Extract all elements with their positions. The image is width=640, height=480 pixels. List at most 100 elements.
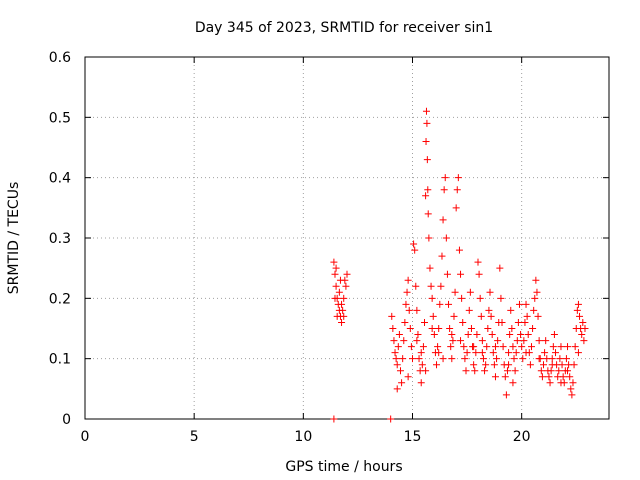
data-point (428, 325, 436, 332)
data-point (342, 282, 350, 290)
data-point (488, 331, 496, 339)
data-point (434, 343, 442, 351)
data-point (457, 337, 465, 345)
data-point (437, 282, 445, 290)
data-point (533, 288, 541, 296)
data-point (424, 210, 432, 218)
data-point (535, 355, 543, 363)
data-point (440, 186, 448, 194)
data-point (558, 361, 566, 369)
data-point (506, 331, 514, 339)
data-point (550, 331, 558, 339)
data-point (390, 337, 398, 345)
data-point (331, 270, 339, 278)
data-point (496, 264, 504, 272)
data-point (531, 294, 539, 302)
data-point (392, 355, 400, 363)
data-point (479, 355, 487, 363)
data-point (423, 119, 431, 127)
data-point (422, 192, 430, 200)
data-point (532, 276, 540, 284)
data-point (574, 300, 582, 308)
data-point (486, 288, 494, 296)
data-point (439, 355, 447, 363)
data-point (407, 343, 415, 351)
data-point (460, 343, 468, 351)
data-point (426, 264, 434, 272)
data-point (415, 355, 423, 363)
data-point (473, 331, 481, 339)
data-point (522, 300, 530, 308)
x-tick-label: 5 (190, 429, 199, 445)
data-point (502, 391, 510, 399)
data-point (338, 300, 346, 308)
data-point (441, 174, 449, 182)
y-tick-label: 0.2 (49, 291, 71, 307)
data-point (424, 186, 432, 194)
data-point (427, 282, 435, 290)
x-tick-label: 0 (81, 429, 90, 445)
data-point (478, 337, 486, 345)
data-point (489, 349, 497, 357)
data-point (421, 318, 429, 326)
data-point (463, 349, 471, 357)
data-point (524, 331, 532, 339)
data-point (522, 349, 530, 357)
y-tick-label: 0 (62, 412, 71, 428)
data-point (498, 318, 506, 326)
data-point (448, 331, 456, 339)
data-point (523, 312, 531, 320)
data-point (450, 312, 458, 320)
data-point (422, 107, 430, 115)
data-point (412, 282, 420, 290)
data-point (422, 137, 430, 145)
data-point (454, 174, 462, 182)
data-point (481, 367, 489, 375)
data-point (403, 288, 411, 296)
data-point (439, 216, 447, 224)
data-point (491, 343, 499, 351)
data-point (409, 355, 416, 363)
data-point (474, 258, 482, 266)
data-point (410, 240, 418, 248)
data-point (574, 349, 582, 357)
data-point (393, 385, 401, 393)
data-point (425, 234, 433, 242)
x-tick-label: 20 (513, 429, 531, 445)
data-point (546, 379, 554, 387)
data-point (459, 318, 467, 326)
data-point (512, 349, 520, 357)
data-point (571, 343, 579, 351)
data-point (330, 415, 338, 423)
data-point (423, 156, 431, 164)
data-point (534, 312, 542, 320)
data-point (509, 343, 517, 351)
data-point (521, 318, 529, 326)
data-point (545, 373, 553, 381)
data-point (417, 349, 425, 357)
data-point (567, 385, 575, 393)
data-point (336, 276, 344, 284)
data-point (401, 318, 409, 326)
y-axis-label: SRMTID / TECUs (6, 182, 22, 295)
data-point (494, 337, 502, 345)
data-point (476, 294, 484, 302)
data-point (477, 312, 485, 320)
data-point (515, 300, 523, 308)
y-tick-label: 0.6 (49, 50, 71, 66)
data-point (514, 318, 522, 326)
data-point (564, 343, 572, 351)
data-point (430, 331, 438, 339)
data-point (402, 300, 410, 308)
data-point (467, 325, 475, 332)
data-point (580, 337, 588, 345)
data-point (338, 318, 346, 326)
data-point (475, 270, 483, 278)
data-point (556, 355, 564, 363)
data-point (429, 312, 437, 320)
data-point (547, 367, 555, 375)
x-axis-label: GPS time / hours (285, 459, 402, 475)
data-point (340, 294, 348, 302)
grid (85, 57, 609, 419)
